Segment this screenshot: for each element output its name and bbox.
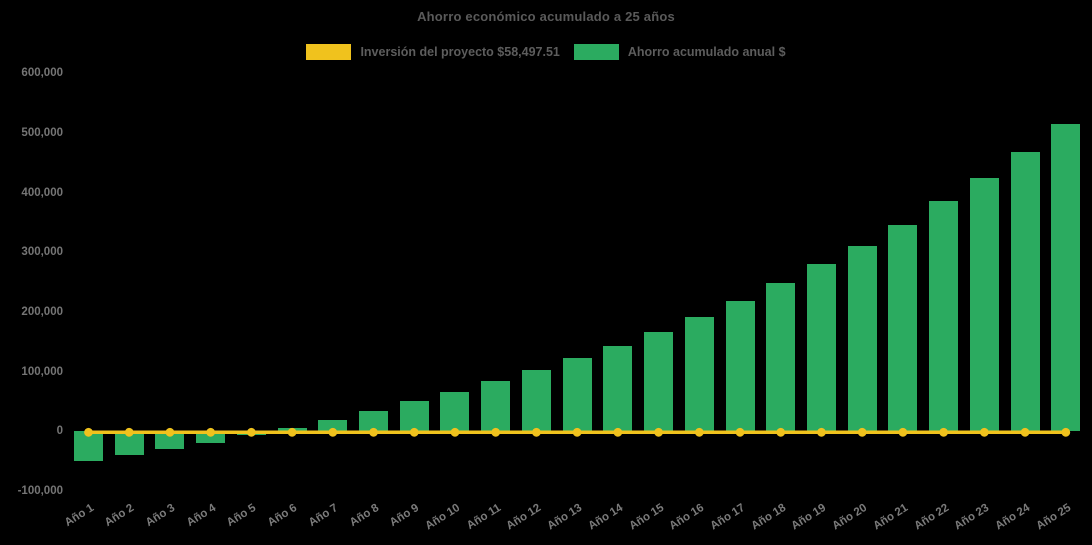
bar-año-17: [725, 300, 755, 432]
legend-label-savings: Ahorro acumulado anual $: [627, 45, 786, 59]
bar-año-22: [929, 201, 959, 432]
legend-item-investment: Inversión del proyecto $58,497.51: [306, 44, 560, 60]
legend-swatch-savings: [573, 44, 619, 60]
bar-año-21: [888, 224, 918, 432]
bar-año-11: [481, 381, 511, 432]
bar-año-4: [196, 431, 226, 444]
legend-item-savings: Ahorro acumulado anual $: [573, 44, 786, 60]
bar-año-8: [359, 411, 389, 432]
chart-legend: Inversión del proyecto $58,497.51 Ahorro…: [0, 44, 1092, 60]
bar-año-9: [399, 401, 429, 432]
bar-año-23: [969, 177, 999, 432]
bar-año-15: [644, 331, 674, 432]
bar-año-6: [277, 427, 307, 432]
y-tick-label: 100,000: [21, 365, 63, 378]
y-tick-label: -100,000: [17, 485, 63, 497]
bar-año-19: [806, 264, 836, 432]
bar-año-10: [440, 391, 470, 432]
bar-año-14: [603, 345, 633, 432]
bar-año-24: [1010, 151, 1040, 432]
legend-swatch-investment: [306, 44, 352, 60]
bar-año-3: [155, 431, 185, 450]
y-tick-label: 300,000: [21, 246, 63, 259]
bar-año-13: [562, 357, 592, 432]
bar-año-1: [74, 431, 103, 462]
y-tick-label: 200,000: [21, 305, 63, 318]
y-tick-label: 500,000: [21, 126, 63, 139]
bar-año-12: [521, 369, 551, 432]
bar-año-20: [847, 245, 877, 432]
y-tick-label: 0: [56, 425, 63, 438]
bar-año-18: [766, 282, 796, 432]
bar-año-16: [684, 316, 714, 432]
bar-año-2: [114, 431, 144, 455]
y-tick-label: 600,000: [21, 67, 63, 80]
bar-año-7: [318, 419, 348, 432]
chart-title: Ahorro económico acumulado a 25 años: [417, 9, 675, 24]
y-tick-label: 400,000: [21, 186, 63, 199]
bar-año-5: [236, 431, 266, 436]
legend-label-investment: Inversión del proyecto $58,497.51: [360, 45, 560, 59]
bar-año-25: [1051, 123, 1081, 432]
